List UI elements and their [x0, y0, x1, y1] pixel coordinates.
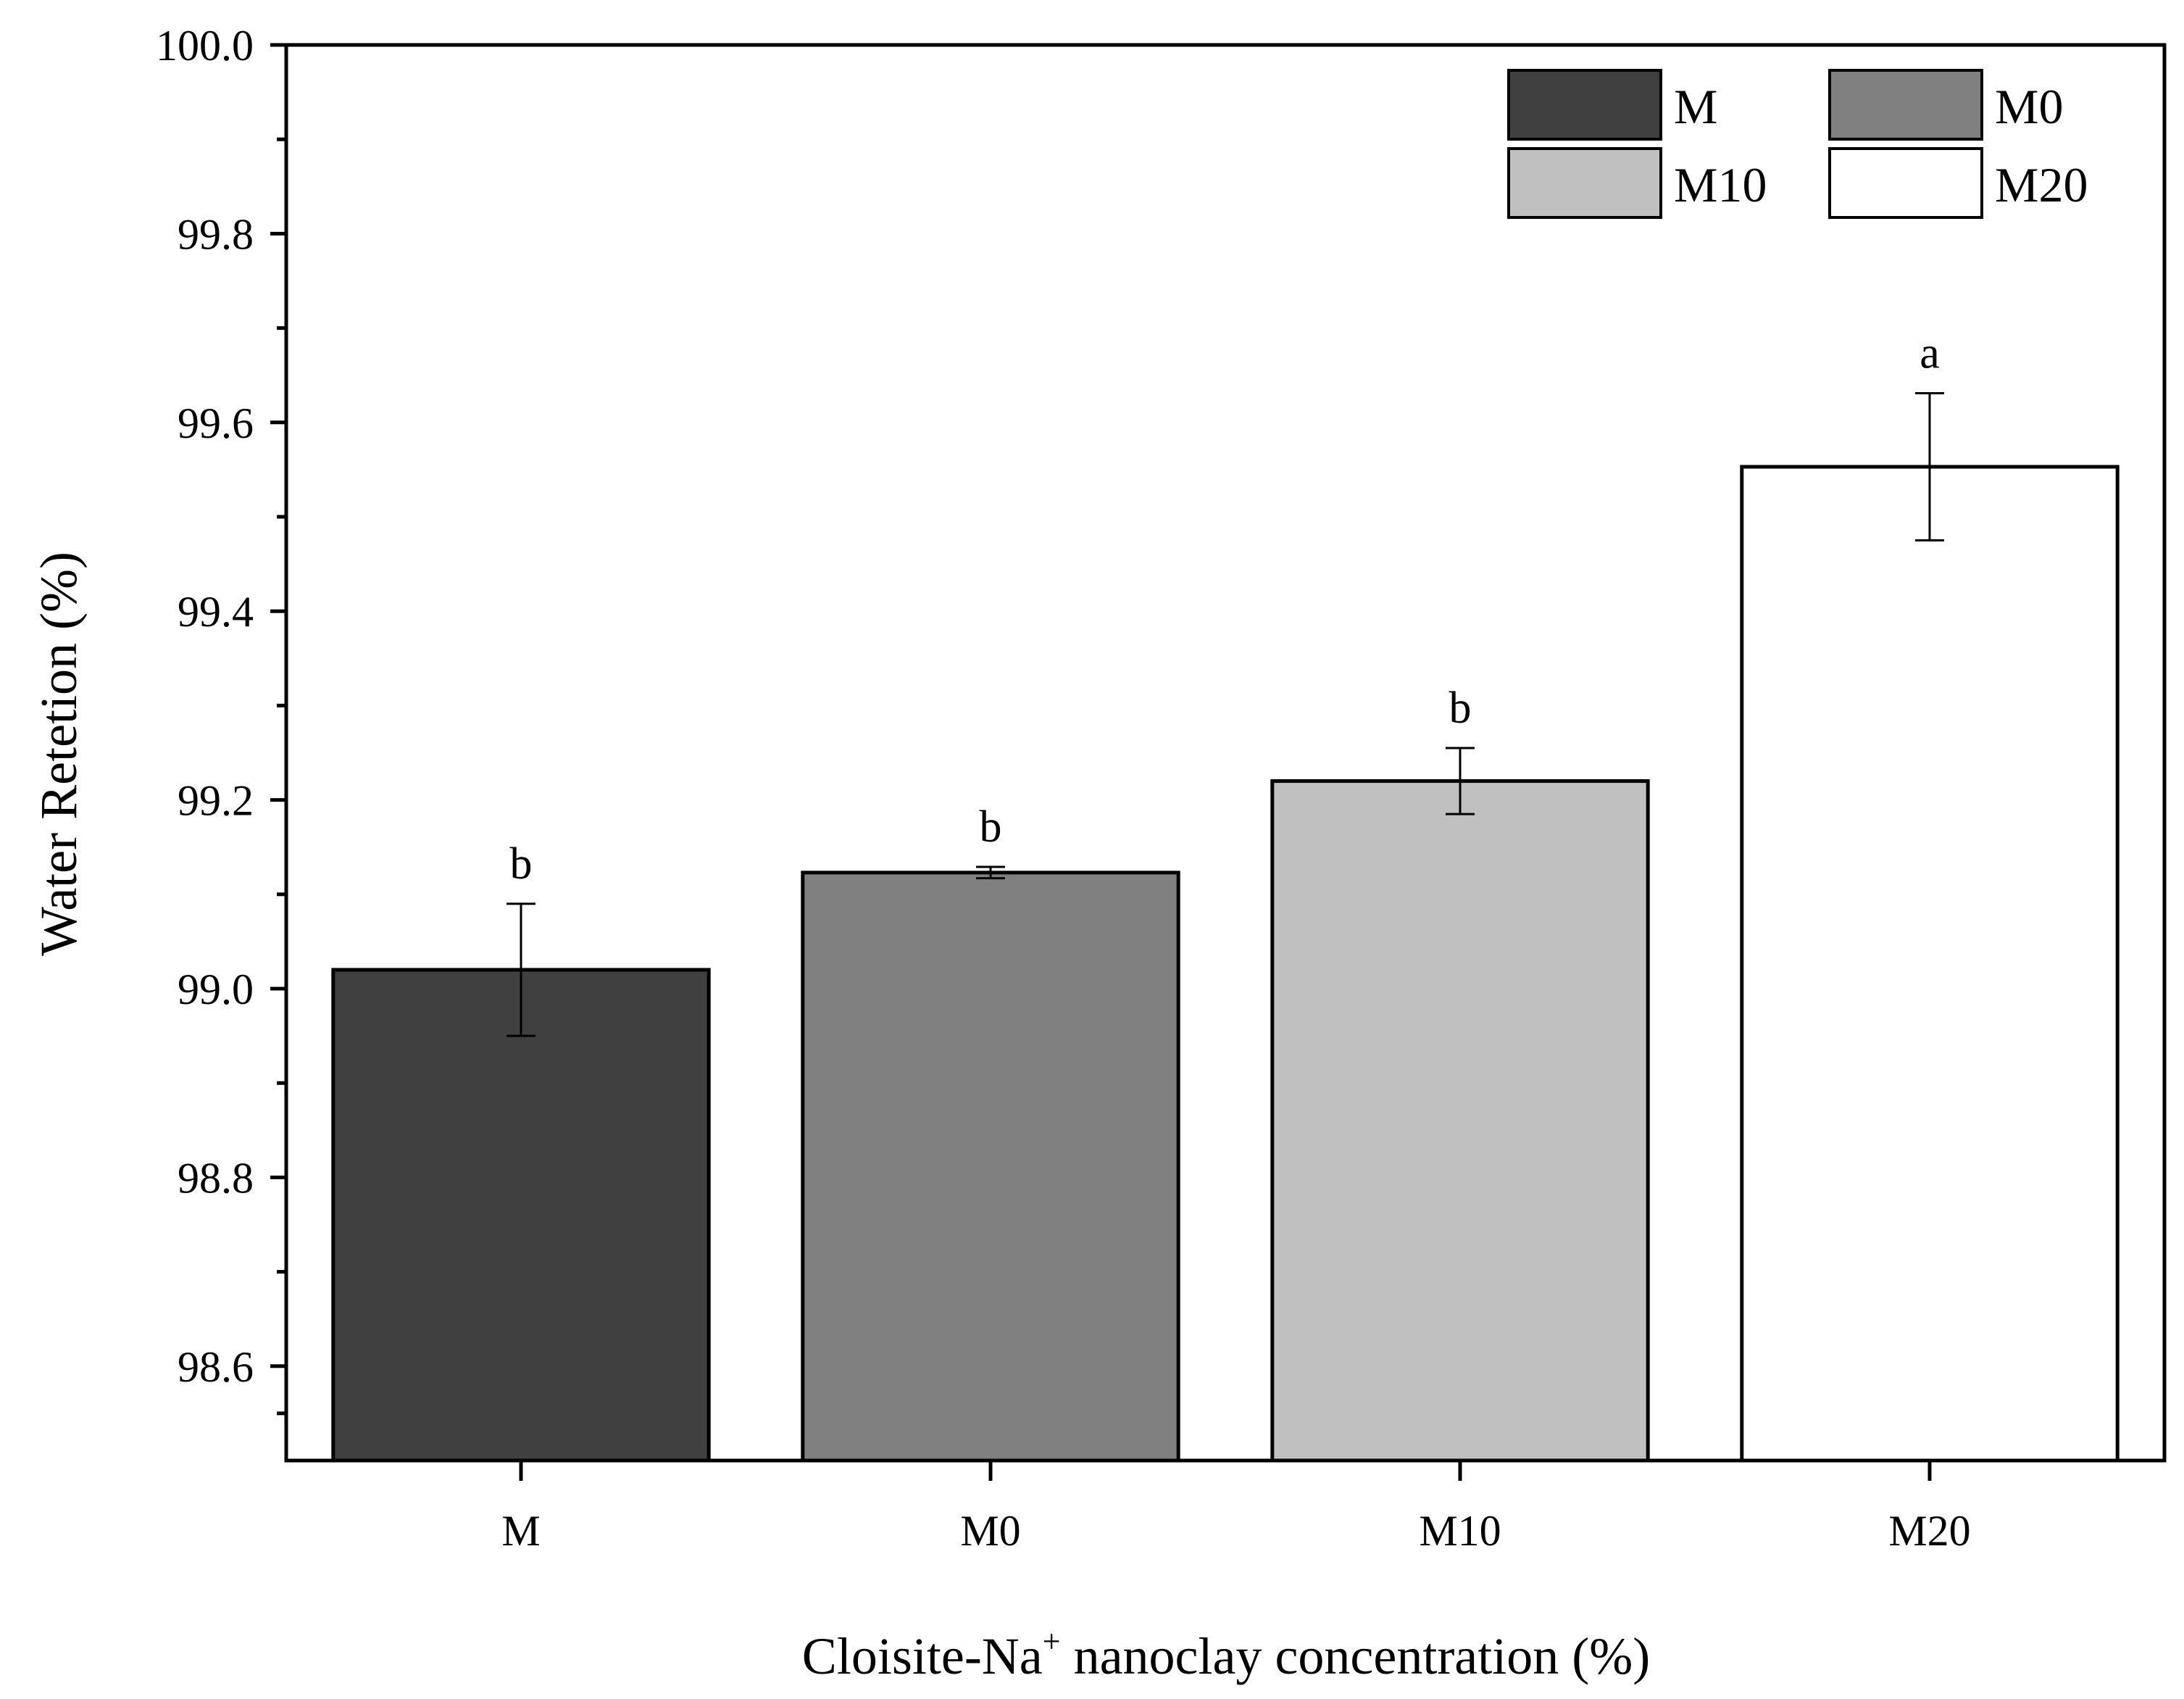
x-tick-label-m: M	[501, 1507, 540, 1555]
legend-label-m0: M0	[1995, 79, 2063, 134]
legend-swatch-m10	[1507, 147, 1662, 219]
legend: M M0 M10 M20	[1507, 69, 2088, 219]
x-axis-title-superscript: +	[1043, 1624, 1061, 1659]
bar-m20	[1740, 465, 2120, 1463]
legend-swatch-m0	[1828, 69, 1983, 141]
y-tick-label: 99.6	[178, 399, 254, 447]
y-tick-label: 99.2	[178, 777, 254, 825]
x-tick-label-m0: M0	[960, 1507, 1020, 1555]
significance-label-m0: b	[980, 802, 1002, 852]
bars: b b b a	[331, 328, 2120, 1463]
significance-label-m: b	[510, 839, 533, 889]
x-tick-label-m20: M20	[1888, 1507, 1970, 1555]
x-axis-title-rest: nanoclay concentration (%)	[1061, 1627, 1651, 1685]
bar-m10	[1270, 779, 1650, 1463]
y-tick-label: 99.8	[178, 210, 254, 258]
significance-label-m20: a	[1920, 328, 1940, 378]
legend-label-m: M	[1674, 79, 1717, 134]
y-axis-title: Water Retetion (%)	[30, 552, 88, 956]
x-axis-title-main: Cloisite-Na	[802, 1627, 1043, 1685]
x-axis-title: Cloisite-Na+ nanoclay concentration (%)	[802, 1624, 1650, 1685]
y-tick-label: 99.4	[178, 588, 254, 636]
x-axis-ticks: M M0 M10 M20	[501, 1461, 1971, 1555]
x-tick-label-m10: M10	[1419, 1507, 1501, 1555]
legend-label-m10: M10	[1674, 157, 1767, 212]
legend-label-m20: M20	[1995, 157, 2088, 212]
legend-swatch-m	[1507, 69, 1662, 141]
y-tick-label: 98.6	[178, 1343, 254, 1391]
plot-frame	[284, 43, 2167, 1463]
bar-m0	[801, 871, 1180, 1463]
legend-swatch-m20	[1828, 147, 1983, 219]
y-tick-label: 100.0	[156, 22, 254, 70]
significance-label-m10: b	[1449, 684, 1472, 733]
bar-m	[331, 968, 711, 1463]
y-tick-label: 99.0	[178, 965, 254, 1013]
y-tick-label: 98.8	[178, 1154, 254, 1202]
y-axis-ticks: 98.6 98.8 99.0 99.2 99.4 99.6 99.8 100.0	[156, 22, 286, 1416]
